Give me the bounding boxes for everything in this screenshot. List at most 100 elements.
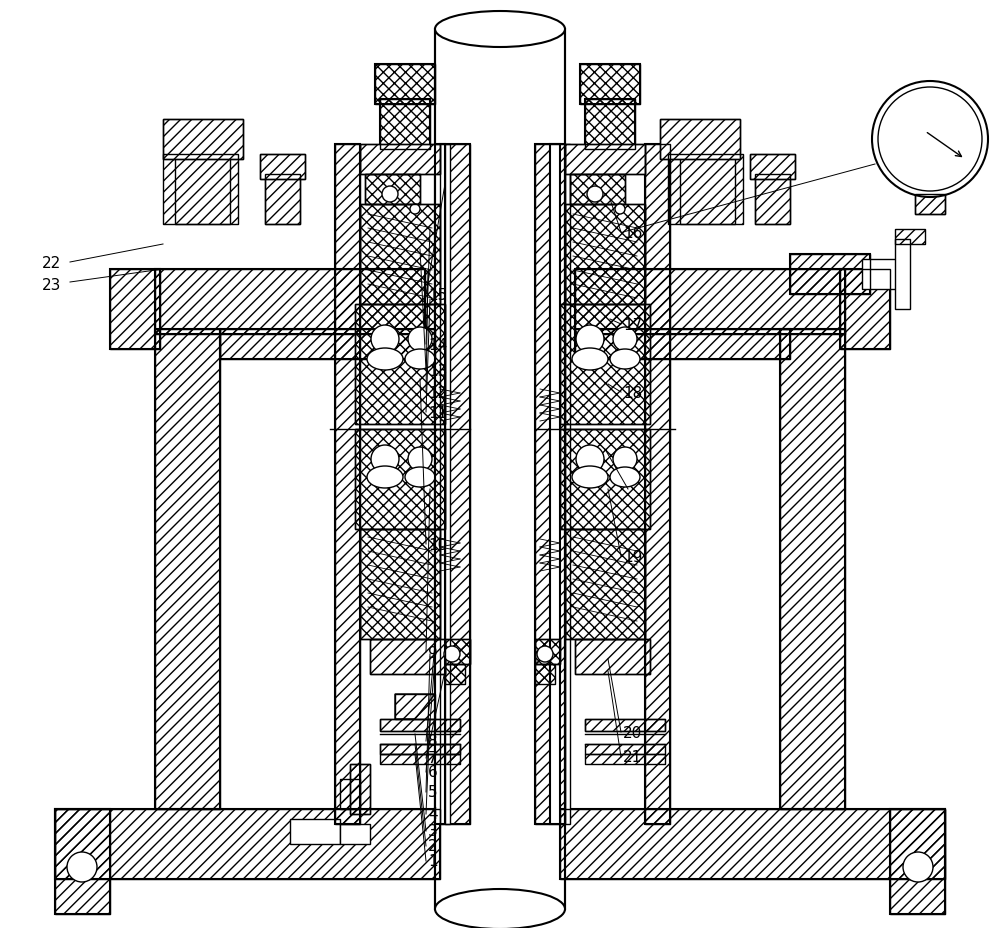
Circle shape (444, 646, 460, 663)
Ellipse shape (610, 468, 640, 487)
Bar (360, 530, 440, 639)
Circle shape (872, 82, 988, 198)
Text: 5: 5 (428, 785, 438, 800)
Bar (895, 239, 910, 310)
Ellipse shape (572, 467, 608, 488)
Text: 1: 1 (428, 854, 438, 869)
Text: 9: 9 (428, 645, 438, 660)
Bar (55, 809, 440, 879)
Bar (155, 329, 220, 809)
Bar (780, 329, 845, 809)
Bar (380, 100, 430, 149)
Bar (570, 174, 625, 205)
Bar (575, 329, 790, 360)
Bar (895, 230, 925, 245)
Circle shape (408, 447, 432, 471)
Bar (380, 744, 460, 754)
Circle shape (878, 88, 982, 192)
Bar (265, 174, 300, 225)
Bar (355, 304, 445, 424)
Bar (915, 195, 945, 214)
Bar (380, 719, 460, 731)
Bar (55, 809, 110, 914)
Bar (755, 174, 790, 225)
Text: 13: 13 (428, 363, 447, 378)
Bar (163, 120, 243, 160)
Bar (580, 65, 640, 105)
Bar (535, 639, 560, 664)
Bar (535, 664, 555, 684)
Bar (355, 430, 445, 530)
Text: 7: 7 (428, 751, 438, 766)
Bar (370, 639, 445, 675)
Bar (862, 260, 902, 290)
Bar (163, 155, 238, 225)
Bar (360, 205, 440, 304)
Bar (790, 254, 870, 295)
Bar (580, 65, 640, 105)
Bar (570, 174, 625, 205)
Text: 19: 19 (623, 548, 642, 564)
Circle shape (410, 205, 420, 214)
Bar (750, 155, 795, 180)
Bar (535, 639, 560, 664)
Bar (565, 145, 645, 174)
Circle shape (382, 187, 398, 203)
Bar (440, 145, 470, 824)
Bar (360, 205, 440, 304)
Bar (355, 430, 445, 530)
Bar (155, 329, 220, 809)
Bar (380, 754, 460, 764)
Bar (890, 809, 945, 914)
Bar (585, 744, 665, 754)
Bar (575, 270, 845, 335)
Bar (660, 120, 740, 160)
Bar (780, 329, 845, 809)
Bar (220, 329, 435, 360)
Circle shape (537, 646, 553, 663)
Bar (580, 65, 640, 105)
Bar (360, 530, 440, 639)
Text: 16: 16 (623, 226, 642, 240)
Bar (585, 100, 635, 149)
Bar (535, 664, 555, 684)
Bar (360, 530, 440, 639)
Bar (110, 270, 160, 350)
Ellipse shape (610, 350, 640, 369)
Bar (260, 155, 305, 180)
Bar (560, 430, 650, 530)
Text: 3: 3 (428, 824, 438, 839)
Circle shape (587, 187, 603, 203)
Circle shape (371, 326, 399, 354)
Bar (565, 205, 645, 304)
Bar (575, 270, 845, 335)
Bar (645, 145, 670, 824)
Bar (660, 120, 740, 160)
Text: 10: 10 (428, 537, 447, 552)
Bar (445, 664, 465, 684)
Bar (365, 174, 420, 205)
Bar (155, 270, 425, 335)
Bar (110, 270, 160, 350)
Bar (335, 145, 360, 824)
Bar (575, 639, 650, 675)
Bar (535, 639, 560, 664)
Ellipse shape (367, 467, 403, 488)
Bar (375, 65, 435, 105)
Bar (445, 664, 465, 684)
Bar (220, 329, 435, 360)
Bar (585, 754, 665, 764)
Ellipse shape (435, 889, 565, 928)
Ellipse shape (405, 350, 435, 369)
Bar (360, 145, 440, 174)
Bar (585, 744, 665, 754)
Bar (575, 329, 790, 360)
Bar (535, 145, 565, 824)
Bar (163, 120, 243, 160)
Bar (260, 155, 305, 180)
Bar (375, 65, 435, 105)
Bar (660, 120, 740, 160)
Bar (575, 329, 790, 360)
Bar (220, 329, 435, 360)
Text: 21: 21 (623, 750, 642, 765)
